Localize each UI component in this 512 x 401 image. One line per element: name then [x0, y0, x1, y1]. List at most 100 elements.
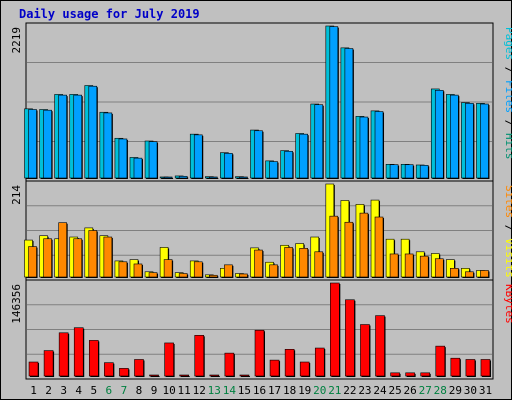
bar-kbytes-28	[435, 345, 446, 377]
x-tick-label: 12	[193, 384, 206, 397]
bar-files-16	[254, 130, 263, 179]
bar-files-31	[480, 103, 489, 179]
bar-sites-12	[193, 261, 203, 278]
bar-sites-16	[254, 249, 263, 278]
bar-kbytes-31	[480, 359, 491, 377]
x-tick-label: 7	[121, 384, 128, 397]
legend-entry: KBytes	[503, 284, 512, 324]
x-tick-label: 18	[283, 384, 296, 397]
bar-files-7	[118, 138, 128, 179]
bar-files-14	[224, 153, 233, 179]
bar-files-21	[329, 26, 339, 179]
x-tick-label: 28	[434, 384, 447, 397]
bar-kbytes-13	[209, 374, 220, 377]
chart-title: Daily usage for July 2019	[19, 7, 200, 21]
bar-kbytes-27	[420, 372, 431, 377]
bar-files-24	[374, 111, 384, 179]
bar-kbytes-24	[375, 315, 385, 377]
bar-shadow	[180, 376, 190, 377]
bar-files-22	[344, 48, 354, 179]
bar-sites-24	[374, 216, 384, 278]
bar-kbytes-7	[119, 368, 129, 377]
bar-kbytes-12	[194, 335, 205, 377]
bar-files-4	[73, 94, 83, 179]
bar-files-6	[103, 112, 113, 179]
bar-files-18	[284, 150, 293, 179]
bar-files-25	[389, 164, 399, 179]
legend-entry: Visits	[503, 238, 512, 278]
bar-sites-27	[419, 255, 429, 278]
bar-files-28	[434, 90, 444, 179]
bar-files-10	[163, 176, 173, 179]
bar-sites-14	[224, 264, 233, 278]
bar-kbytes-5	[88, 340, 99, 377]
bar-shadow	[210, 376, 220, 377]
bar-files-12	[193, 134, 203, 179]
x-tick-label: 29	[449, 384, 462, 397]
x-tick-label: 2	[45, 384, 52, 397]
x-tick-label: 10	[162, 384, 175, 397]
bar-sites-9	[148, 272, 158, 278]
bar-kbytes-19	[299, 361, 310, 377]
legend-entry: Files	[503, 80, 512, 113]
x-tick-label: 6	[106, 384, 113, 397]
bar-files-20	[314, 104, 324, 179]
bar-kbytes-26	[405, 372, 415, 377]
bar-files-13	[209, 176, 218, 179]
x-tick-label: 9	[151, 384, 158, 397]
x-tick-label: 4	[75, 384, 82, 397]
bar-sites-19	[299, 248, 308, 278]
bar-shadow	[210, 177, 219, 179]
bar-files-26	[404, 164, 414, 179]
bar-kbytes-18	[284, 349, 295, 377]
x-tick-label: 21	[328, 384, 341, 397]
y-max-label: 146356	[10, 284, 23, 324]
bar-sites-29	[450, 268, 459, 278]
bar-kbytes-10	[164, 342, 174, 377]
x-tick-label: 31	[479, 384, 492, 397]
bar-files-23	[359, 116, 369, 179]
x-tick-label: 15	[238, 384, 251, 397]
bar-sites-8	[133, 263, 143, 278]
bar-shadow	[240, 177, 249, 179]
x-tick-label: 14	[223, 384, 237, 397]
bar-kbytes-20	[314, 347, 325, 377]
bar-kbytes-14	[224, 352, 235, 377]
bar-shadow	[240, 376, 250, 377]
x-tick-label: 1	[30, 384, 37, 397]
x-tick-label: 16	[253, 384, 266, 397]
bar-sites-30	[465, 271, 474, 278]
bar-sites-17	[269, 264, 278, 278]
bar-sites-22	[344, 221, 354, 278]
bar-files-30	[465, 103, 474, 179]
legend-entry: /	[503, 113, 512, 133]
bar-files-3	[58, 94, 67, 179]
bar-kbytes-1	[28, 361, 39, 377]
bar-sites-23	[359, 212, 369, 278]
x-tick-label: 5	[90, 384, 97, 397]
bar-shadow	[165, 178, 174, 179]
legend-entry: Pages	[503, 27, 512, 60]
legend-entry: /	[503, 60, 512, 80]
bar-sites-18	[284, 247, 293, 278]
x-tick-label: 20	[313, 384, 326, 397]
x-tick-label: 22	[343, 384, 356, 397]
x-tick-label: 19	[298, 384, 311, 397]
x-tick-label: 17	[268, 384, 281, 397]
y-max-label: 214	[10, 185, 23, 205]
bar-kbytes-6	[104, 362, 114, 377]
x-tick-label: 30	[464, 384, 477, 397]
bar-kbytes-17	[269, 359, 280, 377]
bar-sites-6	[103, 236, 113, 278]
bar-sites-25	[389, 253, 399, 278]
legend-kbytes: KBytes	[503, 284, 512, 324]
x-tick-label: 24	[373, 384, 387, 397]
bar-shadow	[150, 376, 160, 377]
bar-files-19	[299, 133, 308, 179]
bar-files-1	[28, 109, 37, 179]
bar-kbytes-3	[58, 332, 69, 377]
x-tick-label: 26	[404, 384, 417, 397]
bar-sites-7	[118, 261, 128, 278]
y-max-label: 2219	[10, 27, 23, 54]
x-tick-label: 3	[60, 384, 67, 397]
